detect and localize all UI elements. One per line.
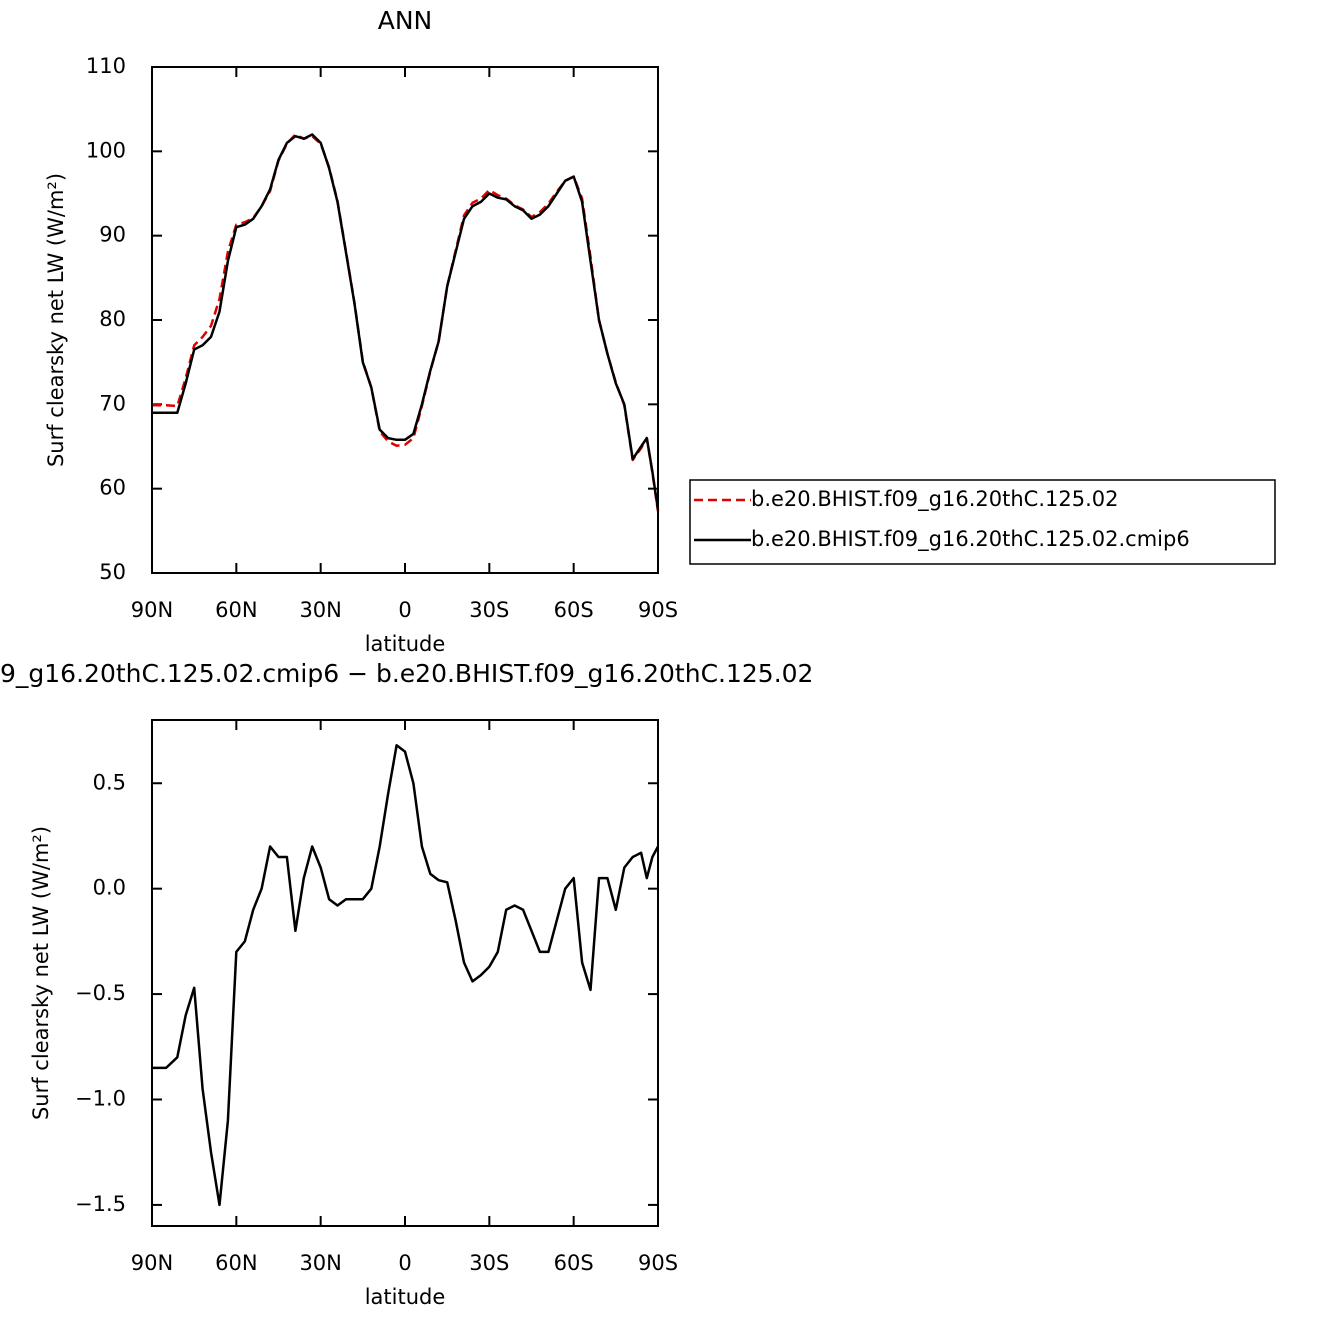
chart-title: 9_g16.20thC.125.02.cmip6 − b.e20.BHIST.f… [0,659,813,688]
legend-box [689,479,1276,565]
x-tick-label: 30N [299,598,341,622]
x-tick-label: 90S [638,598,678,622]
y-tick-label: −1.0 [75,1087,126,1111]
x-tick-label: 30S [469,1251,509,1275]
series-line [152,744,660,1207]
x-tick-label: 60N [215,598,257,622]
y-tick-label: 50 [99,560,126,584]
x-tick-label: 90S [638,1251,678,1275]
x-tick-label: 90N [131,1251,173,1275]
x-axis-label: latitude [365,632,446,656]
y-tick-label: 0.5 [93,770,126,794]
y-axis-label: Surf clearsky net LW (W/m²) [44,173,68,467]
x-tick-label: 30S [469,598,509,622]
plot-frame [151,66,659,574]
y-tick-label: −0.5 [75,981,126,1005]
series-line [152,133,660,510]
x-tick-label: 30N [299,1251,341,1275]
y-tick-label: 60 [99,476,126,500]
x-tick-label: 0 [398,598,411,622]
x-axis-label: latitude [365,1285,446,1309]
x-tick-label: 60N [215,1251,257,1275]
legend-label: b.e20.BHIST.f09_g16.20thC.125.02 [751,487,1118,512]
plot-frame [151,719,659,1227]
y-tick-label: 0.0 [93,876,126,900]
y-axis-label: Surf clearsky net LW (W/m²) [29,826,53,1120]
chart-title: ANN [378,6,433,35]
x-tick-label: 90N [131,598,173,622]
y-tick-label: 80 [99,307,126,331]
x-tick-label: 60S [554,598,594,622]
x-tick-label: 60S [554,1251,594,1275]
y-tick-label: 100 [86,138,126,162]
y-tick-label: 110 [86,54,126,78]
x-tick-label: 0 [398,1251,411,1275]
legend-label: b.e20.BHIST.f09_g16.20thC.125.02.cmip6 [751,527,1190,552]
series-line [152,133,660,512]
y-tick-label: −1.5 [75,1192,126,1216]
y-tick-label: 70 [99,391,126,415]
y-tick-label: 90 [99,223,126,247]
